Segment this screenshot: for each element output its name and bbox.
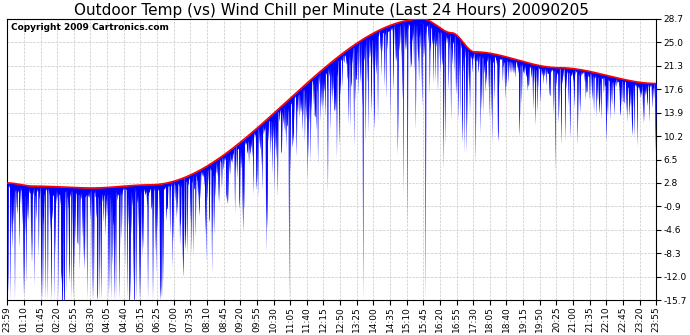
Title: Outdoor Temp (vs) Wind Chill per Minute (Last 24 Hours) 20090205: Outdoor Temp (vs) Wind Chill per Minute … bbox=[75, 3, 589, 18]
Text: Copyright 2009 Cartronics.com: Copyright 2009 Cartronics.com bbox=[10, 23, 168, 32]
